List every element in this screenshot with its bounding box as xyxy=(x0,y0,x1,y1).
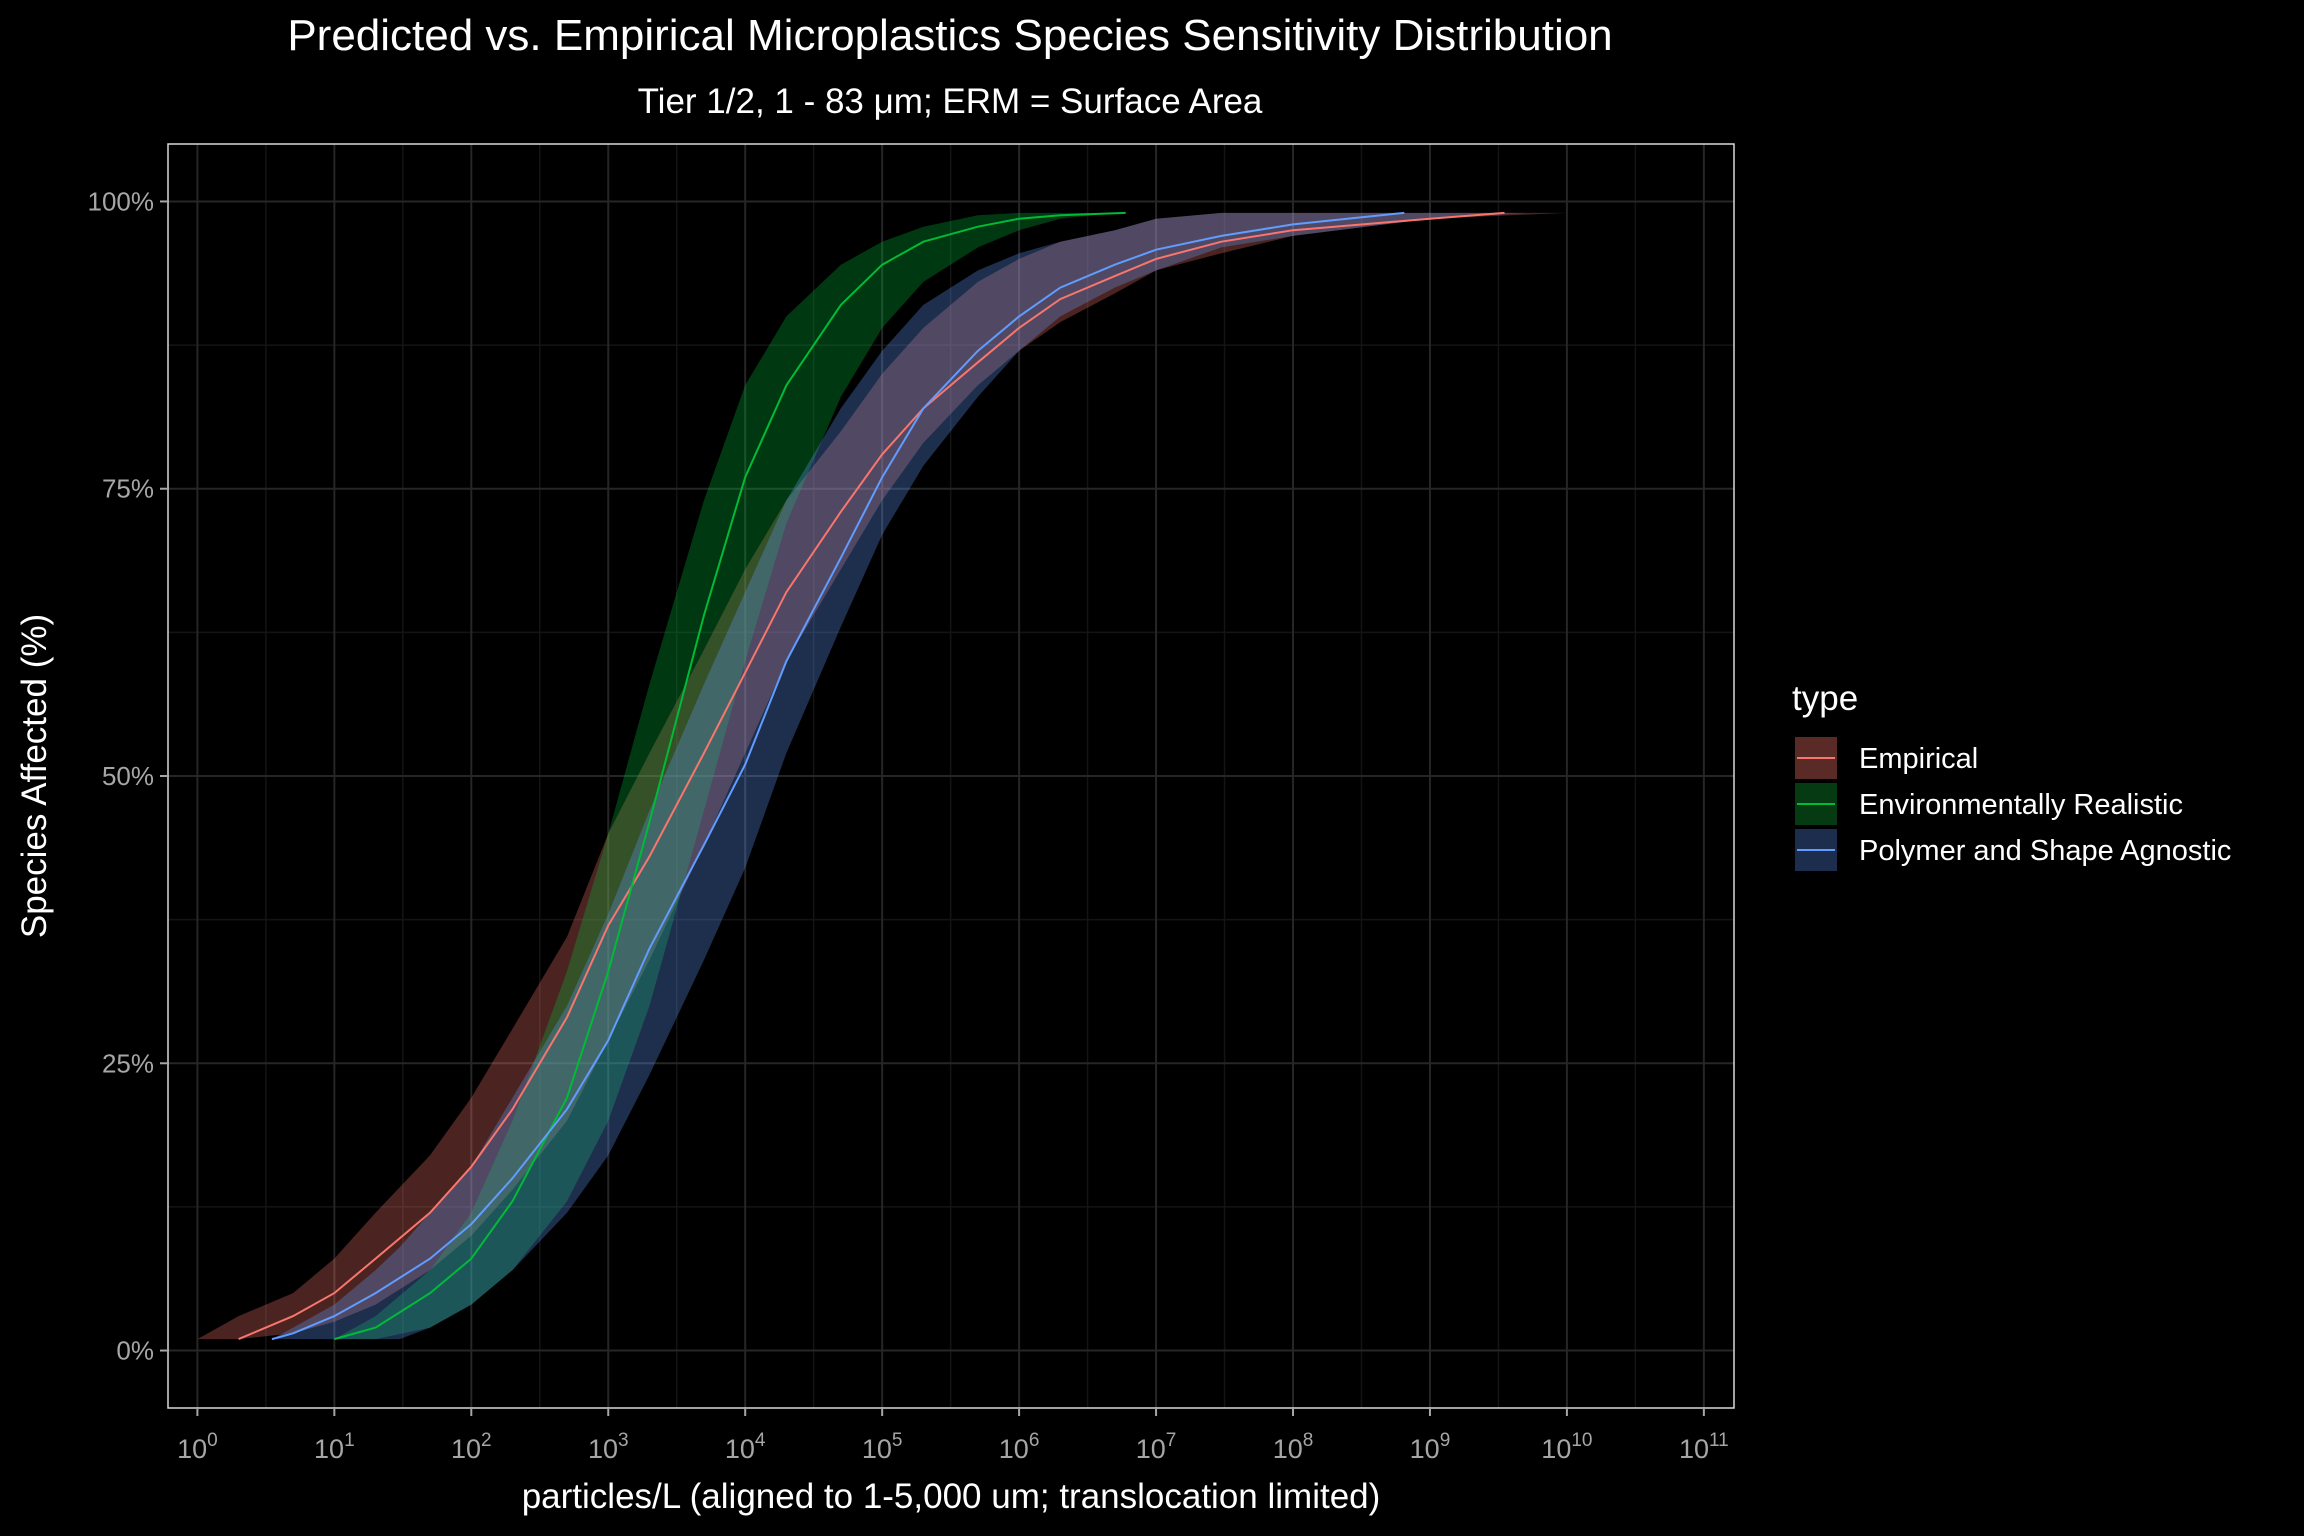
line-empirical xyxy=(238,211,1505,1341)
x-tick-label: 103 xyxy=(588,1430,629,1464)
y-tick-label: 0% xyxy=(116,1336,154,1366)
x-tick-label: 1010 xyxy=(1541,1430,1592,1464)
x-axis: 100 101 102 103 104 105 106 107 108 109 1010 1011 xyxy=(177,1408,1729,1464)
legend-item: Environmentally Realistic xyxy=(1795,783,2183,825)
chart-subtitle: Tier 1/2, 1 - 83 μm; ERM = Surface Area xyxy=(638,82,1263,121)
x-tick-label: 109 xyxy=(1410,1430,1451,1464)
legend-label: Environmentally Realistic xyxy=(1859,789,2183,821)
legend-label: Polymer and Shape Agnostic xyxy=(1859,835,2231,867)
legend-item: Empirical xyxy=(1795,737,1978,779)
y-tick-label: 75% xyxy=(102,474,154,504)
band-polymer-and-shape-agnostic xyxy=(271,212,1526,1340)
x-tick-label: 108 xyxy=(1273,1430,1314,1464)
x-tick-label: 101 xyxy=(314,1430,355,1464)
legend-label: Empirical xyxy=(1859,743,1978,775)
legend-item: Polymer and Shape Agnostic xyxy=(1795,829,2231,871)
y-axis-label: Species Affected (%) xyxy=(15,614,54,938)
confidence-bands xyxy=(197,212,1698,1340)
y-tick-label: 25% xyxy=(102,1048,154,1078)
chart-title: Predicted vs. Empirical Microplastics Sp… xyxy=(287,11,1612,60)
x-tick-label: 105 xyxy=(862,1430,903,1464)
legend: type Empirical Environmentally Realistic P… xyxy=(1792,679,2231,871)
series-lines xyxy=(238,211,1505,1341)
y-axis: 0% 25% 50% 75% 100% xyxy=(88,186,168,1366)
grid xyxy=(168,144,1734,1408)
band-empirical xyxy=(197,212,1698,1340)
line-polymer-and-shape-agnostic xyxy=(271,211,1405,1341)
x-tick-label: 100 xyxy=(177,1430,218,1464)
band-environmentally-realistic xyxy=(334,212,1198,1340)
y-tick-label: 50% xyxy=(102,761,154,791)
legend-title: type xyxy=(1792,679,1858,718)
x-axis-label: particles/L (aligned to 1-5,000 um; tran… xyxy=(522,1477,1381,1516)
y-tick-label: 100% xyxy=(88,186,155,216)
x-tick-label: 106 xyxy=(999,1430,1040,1464)
x-tick-label: 107 xyxy=(1136,1430,1177,1464)
x-tick-label: 102 xyxy=(451,1430,492,1464)
x-tick-label: 104 xyxy=(725,1430,766,1464)
line-environmentally-realistic xyxy=(334,211,1126,1341)
x-tick-label: 1011 xyxy=(1679,1430,1729,1464)
